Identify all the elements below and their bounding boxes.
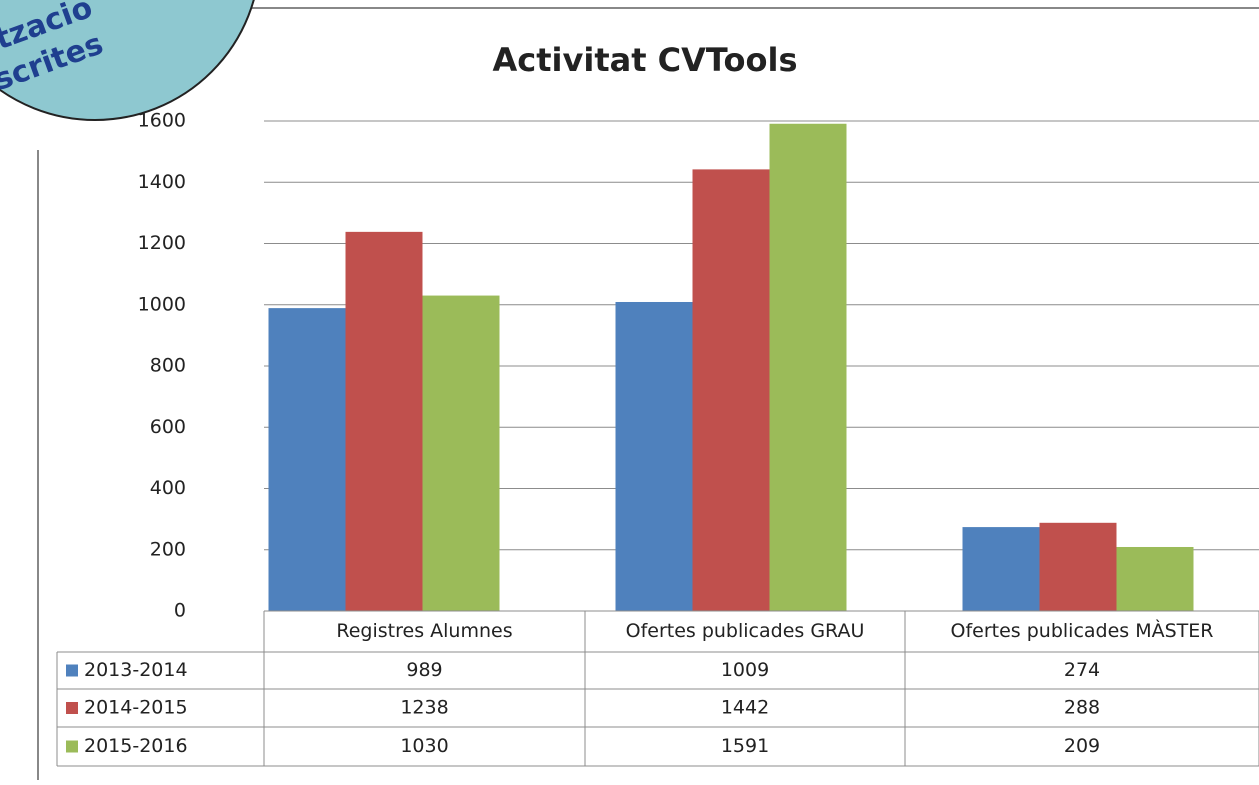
badge	[0, 0, 255, 121]
bar	[268, 308, 346, 611]
table-value: 274	[1064, 659, 1100, 681]
chart-title: Activitat CVTools	[493, 41, 798, 79]
bar	[1116, 546, 1194, 611]
y-tick-label: 1400	[138, 171, 186, 193]
table-value: 1238	[400, 697, 448, 719]
bar	[692, 169, 770, 611]
legend-label: 2013-2014	[84, 659, 188, 681]
y-tick-label: 1200	[138, 232, 186, 254]
y-tick-label: 200	[150, 538, 186, 560]
y-tick-label: 600	[150, 416, 186, 438]
y-tick-label: 0	[174, 600, 186, 622]
legend-label: 2015-2016	[84, 735, 188, 757]
x-tick-label: Ofertes publicades GRAU	[626, 620, 865, 642]
bar	[345, 231, 423, 612]
bar	[769, 123, 847, 611]
bar	[422, 295, 500, 611]
x-tick-label: Ofertes publicades MÀSTER	[951, 619, 1214, 642]
legend-swatch	[66, 664, 78, 677]
bar	[1039, 522, 1117, 611]
table-value: 1591	[721, 735, 769, 757]
legend-swatch	[66, 740, 78, 753]
y-tick-label: 1000	[138, 293, 186, 315]
legend-swatch	[66, 702, 78, 714]
legend-label: 2014-2015	[84, 697, 188, 719]
y-tick-label: 800	[150, 355, 186, 377]
bar	[615, 301, 693, 611]
table-value: 989	[406, 659, 442, 681]
table-value: 209	[1064, 735, 1100, 757]
table-value: 1030	[400, 735, 448, 757]
table-value: 1009	[721, 659, 769, 681]
y-tick-label: 400	[150, 477, 186, 499]
bar	[962, 527, 1040, 611]
y-tick-label: 1600	[138, 110, 186, 132]
table-value: 288	[1064, 697, 1100, 719]
table-value: 1442	[721, 697, 769, 719]
x-tick-label: Registres Alumnes	[336, 620, 512, 642]
